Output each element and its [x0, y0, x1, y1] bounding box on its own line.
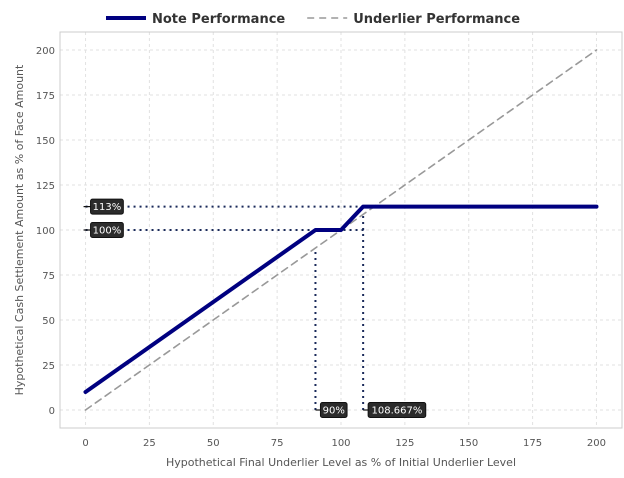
annotations: 113% 100% 90% 108.667%	[90, 198, 427, 418]
x-tick-label: 25	[143, 438, 156, 449]
annotation-label-box	[90, 198, 124, 215]
annotation-label: 113%	[93, 202, 122, 213]
x-tick-label: 0	[82, 438, 88, 449]
x-tick-label: 100	[331, 438, 350, 449]
series-lines	[83, 49, 599, 411]
legend-label: Note Performance	[152, 12, 285, 27]
tick-labels: 0 25 50 75 100 125 150 175 200 0 25 50 75 100 125 150 17…	[36, 46, 606, 449]
annotation-label-box	[90, 222, 124, 238]
y-tick-label: 100	[36, 226, 55, 237]
y-tick-label: 200	[36, 46, 55, 57]
x-tick-label: 75	[271, 438, 284, 449]
annotation-label: 108.667%	[372, 406, 423, 417]
y-tick-label: 0	[49, 406, 55, 417]
x-tick-label: 150	[459, 438, 478, 449]
y-tick-label: 175	[36, 91, 55, 102]
reference-lines	[83, 205, 369, 411]
x-tick-label: 175	[523, 438, 542, 449]
annotation-label-box	[319, 402, 348, 418]
y-tick-label: 50	[42, 316, 55, 327]
x-tick-label: 50	[207, 438, 220, 449]
y-tick-label: 75	[42, 271, 55, 282]
series-note-performance	[83, 204, 599, 394]
legend-label: Underlier Performance	[353, 12, 520, 27]
legend: Note Performance Underlier Performance	[106, 12, 520, 27]
x-axis-label: Hypothetical Final Underlier Level as % …	[166, 456, 516, 469]
annotation-label: 90%	[323, 406, 345, 417]
x-tick-label: 125	[395, 438, 414, 449]
y-tick-label: 150	[36, 136, 55, 147]
x-tick-label: 200	[587, 438, 606, 449]
y-tick-label: 125	[36, 181, 55, 192]
y-axis-label: Hypothetical Cash Settlement Amount as %…	[13, 64, 26, 395]
plot-frame	[59, 31, 623, 429]
y-tick-label: 25	[42, 361, 55, 372]
annotation-label: 100%	[93, 226, 122, 237]
annotation-label-box	[367, 402, 427, 418]
